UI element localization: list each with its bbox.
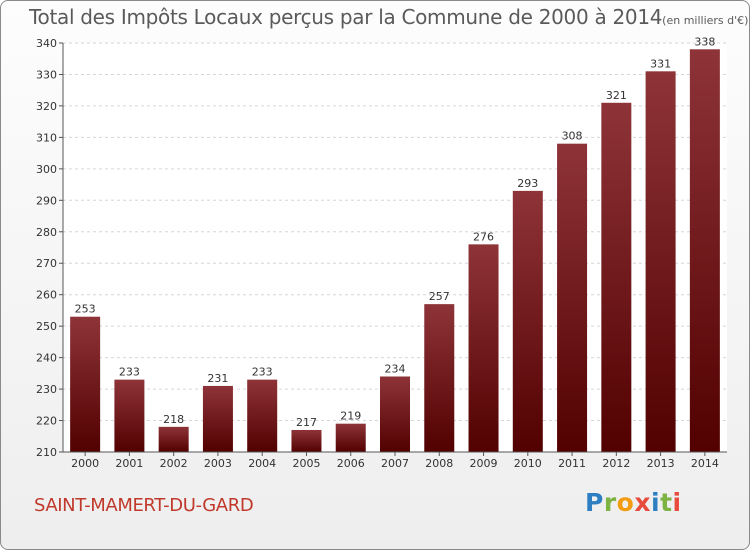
- x-tick-label-2013: 2013: [647, 457, 675, 470]
- y-tick-label: 240: [36, 352, 57, 365]
- data-label-2008: 257: [429, 290, 450, 303]
- bar-2013: [645, 71, 676, 453]
- y-tick-label: 300: [36, 163, 57, 176]
- data-labels: 253 233 218 231 233 217 219 234 257 276 293 308 321 3…: [75, 35, 716, 429]
- bar-2012: [601, 102, 632, 453]
- bar-2007: [380, 376, 410, 452]
- x-tick-label-2012: 2012: [602, 457, 630, 470]
- bar-2010: [512, 190, 543, 452]
- bar-2005: [291, 429, 322, 452]
- x-tick-label-2010: 2010: [514, 457, 542, 470]
- bar-2008: [424, 304, 455, 452]
- x-tick-label-2008: 2008: [425, 457, 453, 470]
- x-tick-label-2005: 2005: [292, 457, 320, 470]
- bar-2002: [158, 426, 189, 452]
- chart-title-text: Total des Impôts Locaux perçus par la Co…: [29, 5, 663, 29]
- y-tick-label: 340: [36, 37, 57, 50]
- data-label-2007: 234: [385, 362, 406, 375]
- y-tick-label: 270: [36, 257, 57, 270]
- y-tick-label: 330: [36, 68, 57, 81]
- data-label-2001: 233: [119, 366, 140, 379]
- x-tick-label-2011: 2011: [558, 457, 586, 470]
- y-tick-label: 230: [36, 383, 57, 396]
- bar-2001: [114, 379, 145, 452]
- x-tick-label-2007: 2007: [381, 457, 409, 470]
- bar-2004: [247, 379, 278, 452]
- bar-2011: [557, 143, 588, 452]
- y-tick-label: 290: [36, 194, 57, 207]
- data-label-2012: 321: [606, 89, 627, 102]
- commune-name: SAINT-MAMERT-DU-GARD: [34, 495, 254, 516]
- bars: [70, 49, 720, 453]
- bar-2000: [70, 316, 101, 452]
- logo-letter: x: [634, 488, 651, 517]
- y-tick-label: 310: [36, 131, 57, 144]
- bar-2006: [335, 423, 366, 452]
- x-tick-label-2014: 2014: [691, 457, 719, 470]
- logo-letter: i: [651, 488, 661, 517]
- data-label-2011: 308: [562, 130, 583, 143]
- proxiti-logo: Proxiti: [585, 488, 682, 517]
- x-tick-label-2006: 2006: [337, 457, 365, 470]
- x-tick-label-2001: 2001: [115, 457, 143, 470]
- y-tick-label: 220: [36, 415, 57, 428]
- data-label-2000: 253: [75, 303, 96, 316]
- bar-2014: [689, 49, 720, 453]
- data-label-2013: 331: [650, 57, 671, 70]
- logo-letter: r: [603, 488, 617, 517]
- logo-letter: o: [616, 488, 635, 517]
- data-label-2009: 276: [473, 230, 494, 243]
- y-tick-label: 280: [36, 226, 57, 239]
- logo-letter: i: [672, 488, 682, 517]
- x-tick-label-2003: 2003: [204, 457, 232, 470]
- logo-letter: t: [660, 488, 673, 517]
- data-label-2010: 293: [517, 177, 538, 190]
- x-tick-label-2000: 2000: [71, 457, 99, 470]
- x-tick-label-2009: 2009: [470, 457, 498, 470]
- y-tick-label: 210: [36, 446, 57, 459]
- x-tick-label-2004: 2004: [248, 457, 276, 470]
- data-label-2002: 218: [163, 413, 184, 426]
- chart-unit-label: (en milliers d'€): [662, 14, 749, 27]
- y-tick-label: 260: [36, 289, 57, 302]
- x-tick-label-2002: 2002: [160, 457, 188, 470]
- data-label-2003: 231: [207, 372, 228, 385]
- bar-2003: [202, 385, 233, 452]
- data-label-2006: 219: [340, 410, 361, 423]
- data-label-2004: 233: [252, 366, 273, 379]
- data-label-2005: 217: [296, 416, 317, 429]
- y-tick-label: 250: [36, 320, 57, 333]
- data-label-2014: 338: [694, 35, 715, 48]
- x-axis: 2000 2001 2002 2003 2004 2005 2006 2007 2008 2009…: [71, 452, 719, 470]
- logo-letter: P: [585, 488, 604, 517]
- y-axis: 210 220 230 240 250 260 270 280 290 300 310 320 330 3…: [36, 37, 63, 459]
- y-tick-label: 320: [36, 100, 57, 113]
- bar-2009: [468, 244, 499, 452]
- chart-title: Total des Impôts Locaux perçus par la Co…: [29, 5, 748, 29]
